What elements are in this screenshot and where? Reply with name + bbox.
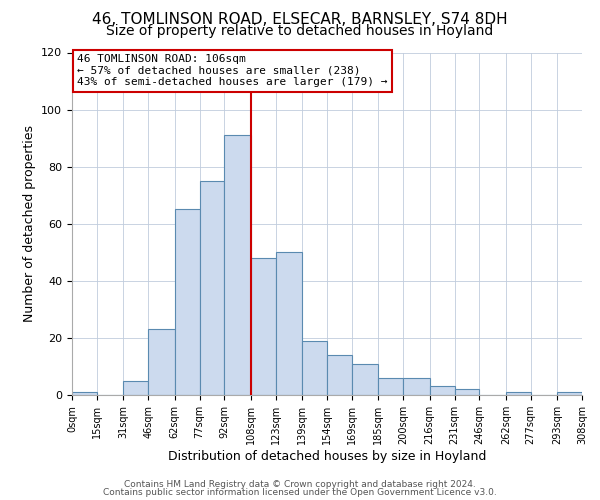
Bar [379, 378, 403, 395]
Bar [275, 252, 302, 395]
X-axis label: Distribution of detached houses by size in Hoyland: Distribution of detached houses by size … [168, 450, 486, 463]
Bar [175, 210, 199, 395]
Bar [455, 390, 479, 395]
Y-axis label: Number of detached properties: Number of detached properties [23, 125, 35, 322]
Bar [352, 364, 379, 395]
Text: Contains HM Land Registry data © Crown copyright and database right 2024.: Contains HM Land Registry data © Crown c… [124, 480, 476, 489]
Bar [557, 392, 582, 395]
Bar [506, 392, 530, 395]
Text: 46, TOMLINSON ROAD, ELSECAR, BARNSLEY, S74 8DH: 46, TOMLINSON ROAD, ELSECAR, BARNSLEY, S… [92, 12, 508, 28]
Bar [302, 341, 327, 395]
Text: 46 TOMLINSON ROAD: 106sqm
← 57% of detached houses are smaller (238)
43% of semi: 46 TOMLINSON ROAD: 106sqm ← 57% of detac… [77, 54, 388, 88]
Text: Size of property relative to detached houses in Hoyland: Size of property relative to detached ho… [106, 24, 494, 38]
Bar [199, 181, 224, 395]
Bar [430, 386, 455, 395]
Bar [72, 392, 97, 395]
Bar [148, 330, 175, 395]
Text: Contains public sector information licensed under the Open Government Licence v3: Contains public sector information licen… [103, 488, 497, 497]
Bar [251, 258, 275, 395]
Bar [124, 380, 148, 395]
Bar [403, 378, 430, 395]
Bar [327, 355, 352, 395]
Bar [224, 136, 251, 395]
